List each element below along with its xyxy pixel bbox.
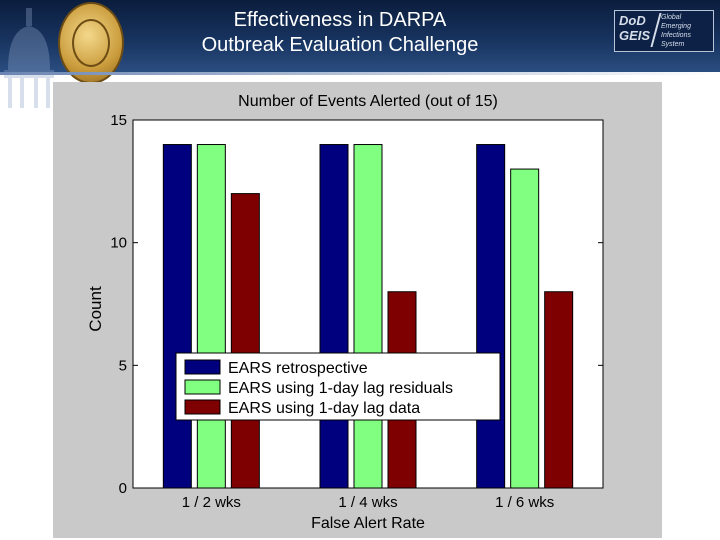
y-tick-label: 5 xyxy=(119,357,127,374)
legend-swatch-3 xyxy=(184,399,221,415)
bar-1-2 xyxy=(319,144,349,489)
x-tick-label: 1 / 4 wks xyxy=(338,494,397,511)
bar-3-1 xyxy=(230,193,260,489)
bar-3-3 xyxy=(544,291,574,489)
x-axis-label: False Alert Rate xyxy=(311,515,425,532)
dod-geis-logo: DoD GEIS Global Emerging Infections Syst… xyxy=(614,10,714,52)
legend-swatch-2 xyxy=(184,379,221,395)
logo-caption3: Infections xyxy=(661,32,691,39)
bar-2-1 xyxy=(196,144,226,489)
y-tick-label: 15 xyxy=(110,112,127,129)
university-seal-logo xyxy=(58,2,124,84)
slide-title-line2: Outbreak Evaluation Challenge xyxy=(201,34,479,56)
y-axis-label: Count xyxy=(86,286,105,332)
logo-dod-text: DoD GEIS xyxy=(619,13,650,43)
bar-1-3 xyxy=(476,144,506,489)
bar-2-2 xyxy=(353,144,383,489)
y-tick-label: 0 xyxy=(119,480,127,497)
bar-1-1 xyxy=(162,144,192,489)
logo-caption: Global Emerging Infections System xyxy=(661,13,691,49)
legend-label-2: EARS using 1-day lag residuals xyxy=(228,380,453,397)
x-tick-label: 1 / 2 wks xyxy=(182,494,241,511)
legend-box xyxy=(175,352,501,421)
logo-line2: GEIS xyxy=(619,28,651,43)
header-divider xyxy=(0,72,720,75)
bar-2-3 xyxy=(510,168,540,489)
chart-title: Number of Events Alerted (out of 15) xyxy=(238,93,498,110)
slide-title: Effectiveness in DARPA Outbreak Evaluati… xyxy=(130,8,550,58)
legend-swatch-1 xyxy=(184,359,221,375)
logo-caption1: Global xyxy=(661,14,682,21)
seal-inner-ring xyxy=(72,19,110,67)
slide-title-line1: Effectiveness in DARPA xyxy=(233,9,447,31)
y-tick-label: 10 xyxy=(110,235,127,252)
logo-line1: DoD xyxy=(619,13,646,28)
plot-frame xyxy=(132,119,604,489)
logo-caption2: Emerging xyxy=(661,23,691,30)
x-tick-label: 1 / 6 wks xyxy=(495,494,554,511)
legend-label-1: EARS retrospective xyxy=(228,360,368,377)
logo-caption4: System xyxy=(661,41,685,48)
legend-label-3: EARS using 1-day lag data xyxy=(228,400,420,417)
